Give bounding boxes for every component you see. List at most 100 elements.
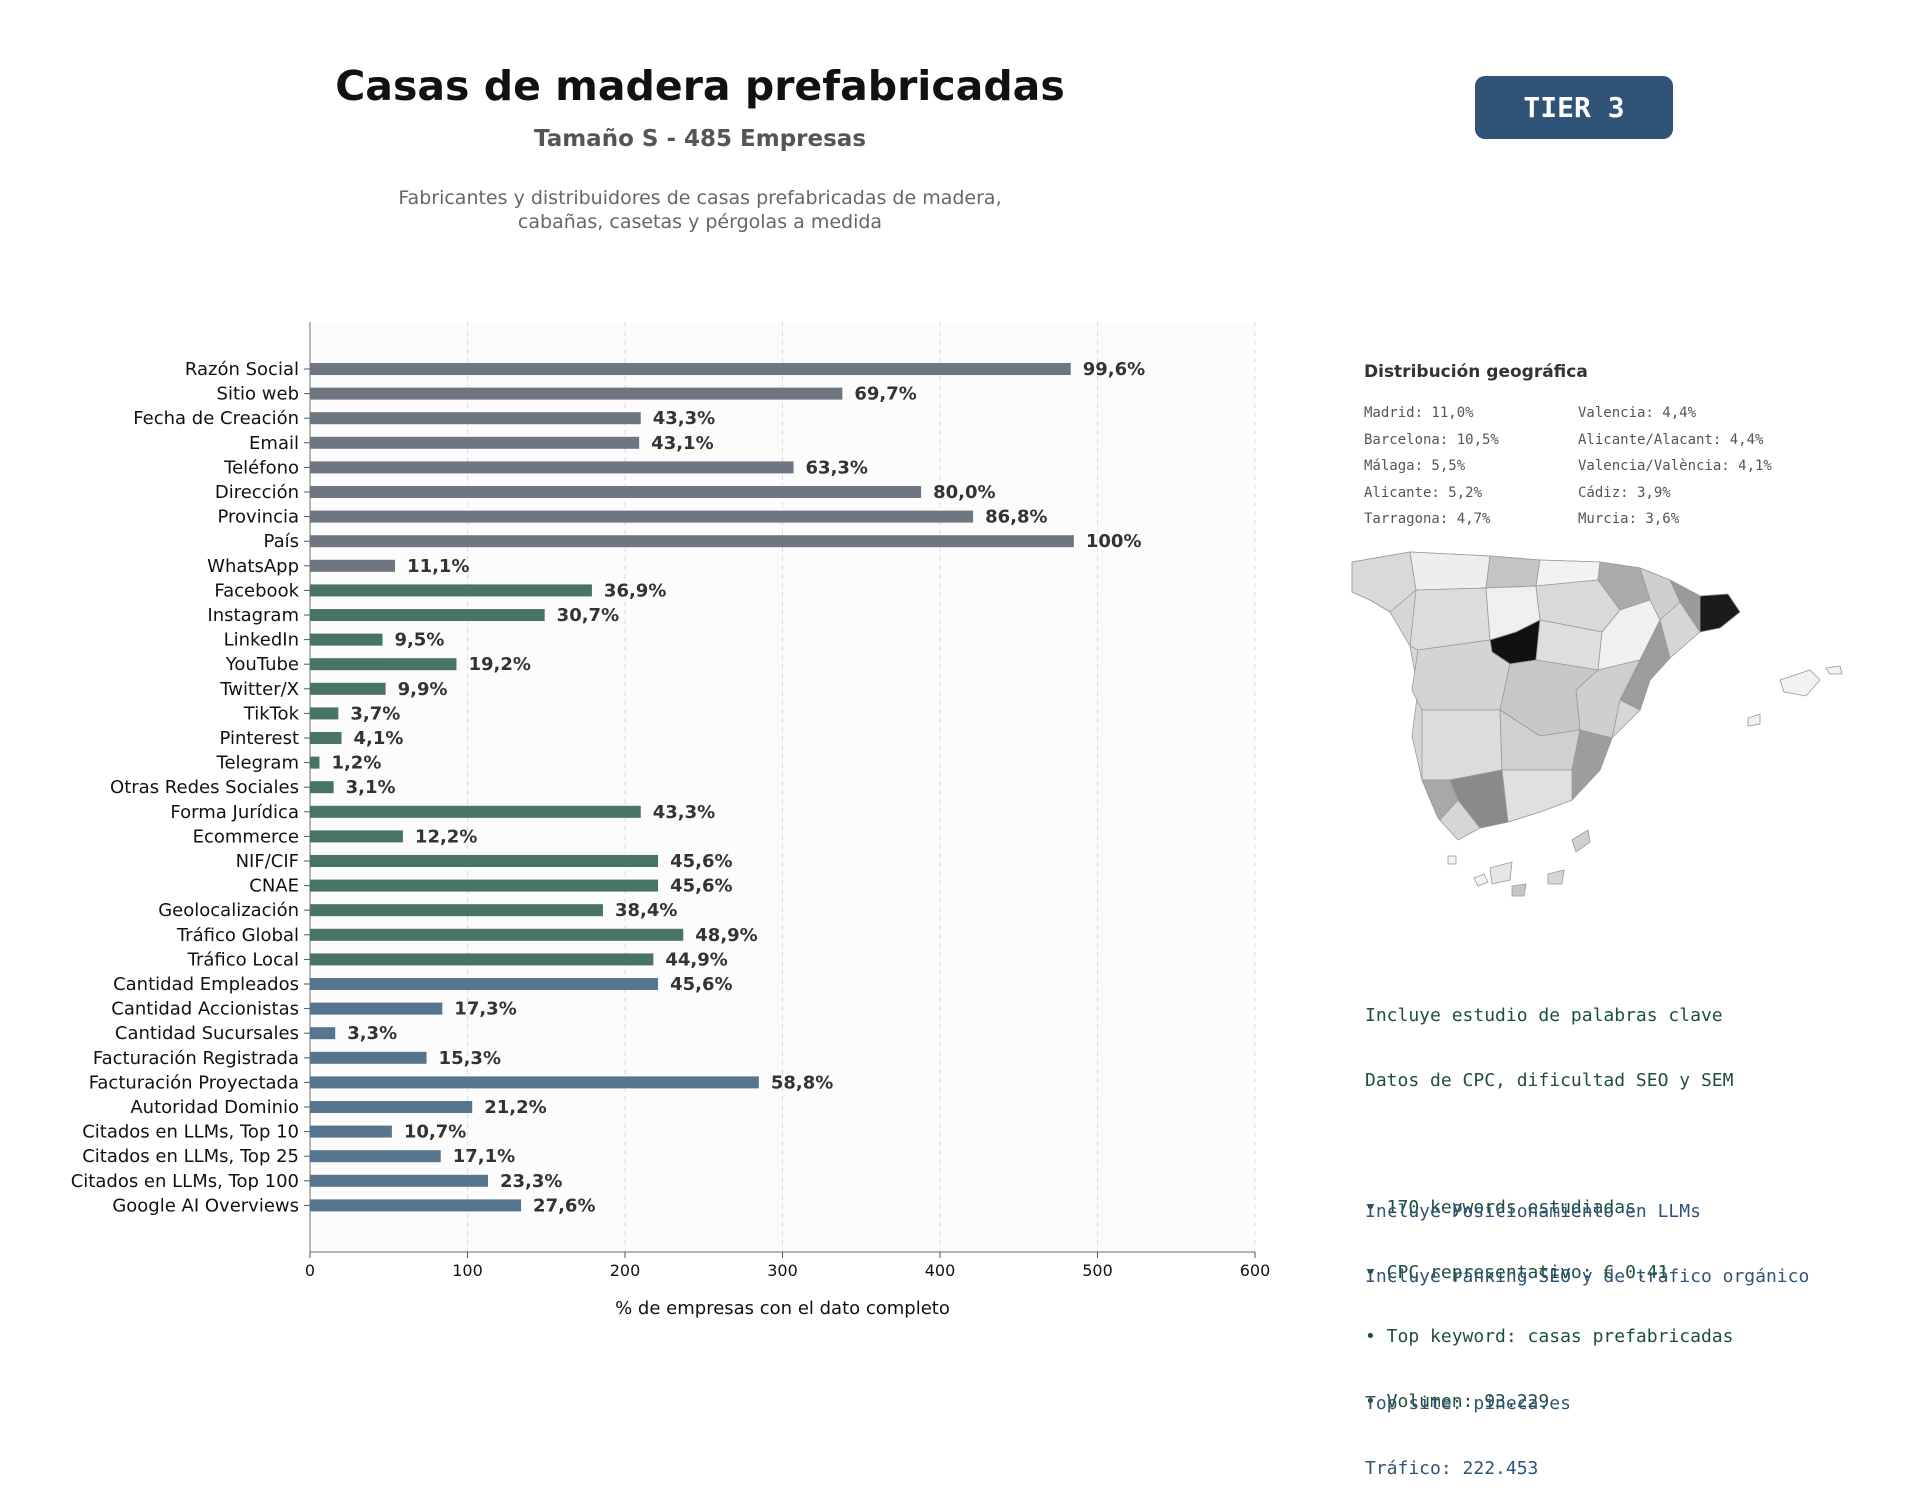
llm-line-1: Incluye Posicionamiento en LLMs bbox=[1365, 1201, 1701, 1222]
data-label: 19,2% bbox=[468, 654, 530, 675]
data-label: 43,3% bbox=[653, 802, 715, 823]
data-label: 45,6% bbox=[670, 974, 732, 995]
bar bbox=[310, 978, 659, 990]
map-province bbox=[1501, 769, 1573, 823]
geo-item: Valencia: 4,4% bbox=[1578, 405, 1697, 421]
llm-panel: Incluye Posicionamiento en LLMs Incluye … bbox=[1365, 1158, 1809, 1501]
geo-distribution-list: Madrid: 11,0% Valencia: 4,4% Barcelona: … bbox=[1364, 400, 1804, 533]
data-label: 15,3% bbox=[439, 1048, 501, 1069]
keywords-bullet: • Volumen: 93.229 bbox=[1365, 1390, 1550, 1412]
data-label: 30,7% bbox=[557, 605, 619, 626]
llm-traffic: Tráfico: 222.453 bbox=[1365, 1457, 1539, 1479]
category-label: Otras Redes Sociales bbox=[110, 777, 299, 798]
bar bbox=[310, 682, 386, 695]
category-label: Facturación Registrada bbox=[93, 1048, 299, 1069]
map-province bbox=[1409, 551, 1491, 591]
keywords-line-2: Datos de CPC, dificultad SEO y SEM bbox=[1365, 1069, 1734, 1091]
geo-item: Cádiz: 3,9% bbox=[1578, 484, 1671, 501]
category-label: Dirección bbox=[215, 482, 299, 503]
page-subtitle: Tamaño S - 485 Empresas bbox=[533, 126, 867, 152]
category-label: Ecommerce bbox=[193, 826, 299, 847]
bar bbox=[310, 436, 640, 449]
geo-item: Valencia/València: 4,1% bbox=[1578, 458, 1772, 474]
data-label: 3,7% bbox=[350, 703, 400, 724]
data-label: 27,6% bbox=[533, 1195, 595, 1216]
bar bbox=[310, 486, 922, 498]
data-label: 17,3% bbox=[454, 999, 516, 1020]
category-label: Cantidad Empleados bbox=[113, 974, 299, 995]
geo-item: Murcia: 3,6% bbox=[1578, 511, 1680, 527]
data-label: 23,3% bbox=[500, 1171, 562, 1192]
geo-title: Distribución geográfica bbox=[1364, 362, 1588, 382]
category-label: Citados en LLMs, Top 100 bbox=[71, 1171, 299, 1192]
category-label: Facturación Proyectada bbox=[89, 1072, 299, 1093]
data-label: 10,7% bbox=[404, 1122, 466, 1143]
map-balearic-islands bbox=[1779, 669, 1821, 697]
spain-choropleth-map bbox=[1351, 551, 1843, 897]
category-label: Geolocalización bbox=[158, 900, 299, 921]
bar bbox=[310, 1051, 427, 1064]
data-label: 58,8% bbox=[771, 1072, 833, 1093]
tier-badge: TIER 3 bbox=[1475, 76, 1673, 139]
map-canary-islands bbox=[1489, 861, 1513, 885]
category-label: Sitio web bbox=[217, 384, 299, 405]
category-label: Razón Social bbox=[185, 359, 299, 380]
bar bbox=[310, 953, 654, 966]
bar bbox=[310, 1199, 522, 1212]
data-label: 43,3% bbox=[653, 408, 715, 429]
data-label: 99,6% bbox=[1083, 359, 1145, 380]
data-label: 86,8% bbox=[985, 507, 1047, 528]
llm-line-2: Incluye ranking SEO y de tráfico orgánic… bbox=[1365, 1265, 1810, 1287]
x-tick-label: 200 bbox=[610, 1261, 641, 1280]
map-balearic-islands bbox=[1825, 665, 1843, 675]
bar bbox=[310, 1076, 759, 1089]
data-label: 100% bbox=[1086, 531, 1142, 552]
category-label: Fecha de Creación bbox=[133, 408, 299, 429]
category-label: Cantidad Sucursales bbox=[115, 1023, 299, 1044]
bar bbox=[310, 363, 1071, 375]
bar bbox=[310, 387, 843, 400]
bar bbox=[310, 805, 641, 818]
geo-item: Alicante/Alacant: 4,4% bbox=[1578, 431, 1764, 448]
keywords-bullet: • Top keyword: casas prefabricadas bbox=[1365, 1326, 1734, 1347]
bar bbox=[310, 928, 684, 941]
bar bbox=[310, 461, 794, 474]
data-label: 69,7% bbox=[854, 384, 916, 405]
category-label: Forma Jurídica bbox=[170, 802, 299, 823]
data-label: 45,6% bbox=[670, 876, 732, 897]
category-label: Twitter/X bbox=[219, 679, 299, 700]
data-label: 38,4% bbox=[615, 900, 677, 921]
keywords-line-1: Incluye estudio de palabras clave bbox=[1365, 1005, 1723, 1026]
description-line-2: cabañas, casetas y pérgolas a medida bbox=[517, 211, 883, 233]
bar bbox=[310, 633, 383, 646]
category-label: TikTok bbox=[243, 703, 300, 724]
data-label: 45,6% bbox=[670, 851, 732, 872]
category-label: Autoridad Dominio bbox=[130, 1097, 299, 1118]
data-label: 48,9% bbox=[695, 925, 757, 946]
geo-item: Madrid: 11,0% bbox=[1364, 405, 1474, 421]
bar bbox=[310, 830, 403, 843]
x-tick-label: 100 bbox=[452, 1261, 483, 1280]
x-tick-label: 0 bbox=[305, 1261, 315, 1280]
bar bbox=[310, 584, 592, 597]
bar bbox=[310, 1002, 443, 1015]
data-label: 11,1% bbox=[407, 556, 469, 577]
category-label: Provincia bbox=[217, 507, 299, 528]
category-label: NIF/CIF bbox=[236, 851, 299, 872]
category-label: Citados en LLMs, Top 25 bbox=[82, 1146, 299, 1167]
bar bbox=[310, 1027, 336, 1040]
map-province bbox=[1699, 593, 1741, 633]
category-label: Telegram bbox=[216, 753, 299, 774]
x-axis-label: % de empresas con el dato completo bbox=[615, 1298, 950, 1319]
page-title: Casas de madera prefabricadas bbox=[335, 62, 1065, 110]
bar bbox=[310, 1101, 473, 1113]
category-label: Email bbox=[249, 433, 299, 454]
bar bbox=[310, 412, 641, 425]
keywords-panel: Incluye estudio de palabras clave Datos … bbox=[1365, 962, 1733, 1434]
bar bbox=[310, 732, 342, 744]
geo-item: Alicante: 5,2% bbox=[1364, 484, 1483, 501]
category-label: Pinterest bbox=[219, 728, 299, 749]
x-tick-label: 600 bbox=[1240, 1261, 1271, 1280]
bar bbox=[310, 1174, 488, 1187]
bar bbox=[310, 1150, 441, 1163]
